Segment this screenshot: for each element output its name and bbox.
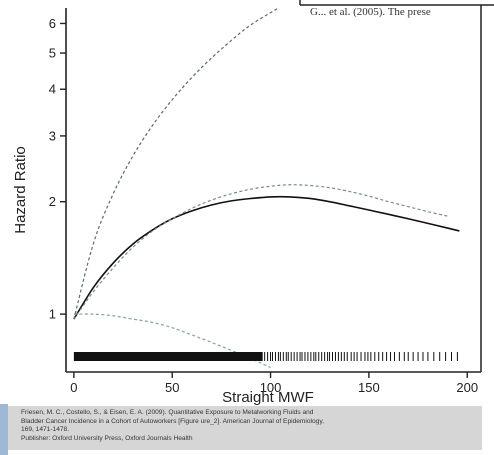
y-tick-label: 1 [49, 307, 56, 322]
x-tick-label: 0 [70, 380, 77, 395]
x-tick-label: 50 [165, 380, 179, 395]
citation-line: Publisher: Oxford University Press, Oxfo… [21, 434, 193, 442]
citation-line: 169, 1471-1478. [21, 426, 70, 434]
series-line-3 [73, 7, 279, 320]
rug-dense-band [73, 352, 263, 361]
citation-line: Friesen, M. C., Costello, S., & Eisen, E… [21, 409, 314, 416]
x-tick-label: 200 [456, 380, 478, 395]
series-line-4 [73, 313, 271, 368]
series-line-1 [73, 195, 460, 320]
series-line-2 [73, 184, 448, 320]
y-tick-label: 2 [49, 194, 56, 209]
y-tick-label: 4 [49, 82, 56, 97]
y-axis-title: Hazard Ratio [12, 146, 29, 234]
citation-box: Friesen, M. C., Costello, S., & Eisen, E… [8, 406, 482, 450]
x-tick-label: 150 [358, 380, 380, 395]
top-snippet-text: G... et al. (2005). The prese [310, 6, 431, 18]
y-tick-label: 5 [49, 46, 56, 61]
y-axis-ticks: 1 2 3 4 5 6 [49, 16, 66, 322]
rug-plot [73, 352, 458, 361]
citation-side-strip [0, 404, 8, 455]
y-tick-label: 6 [49, 16, 56, 31]
x-tick-label: 100 [260, 380, 282, 395]
citation-line: Bladder Cancer Incidence in a Cohort of … [21, 417, 324, 425]
x-axis-ticks: 0 50 100 150 200 [70, 372, 478, 395]
series-layer [73, 7, 460, 368]
y-tick-label: 3 [49, 128, 56, 143]
x-axis-title: Straight MWF [222, 389, 314, 406]
